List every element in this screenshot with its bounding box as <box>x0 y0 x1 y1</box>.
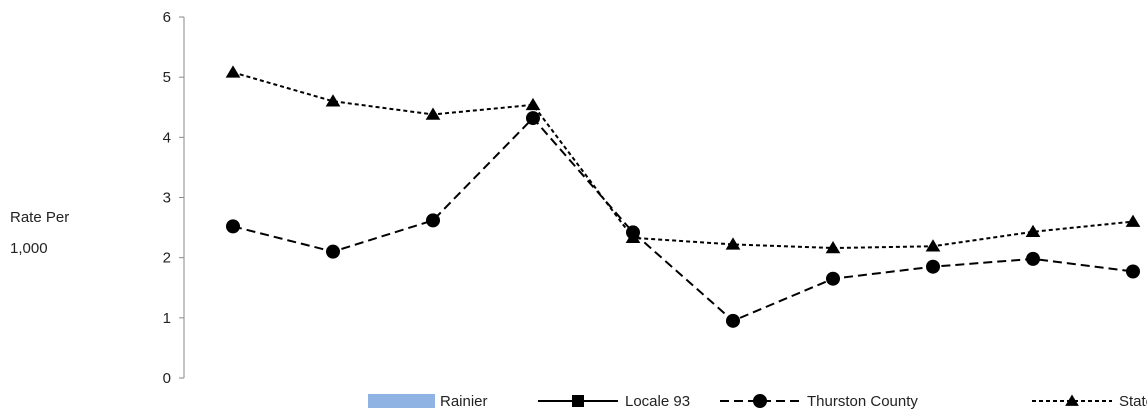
series-line <box>232 71 1134 250</box>
data-point-circle <box>826 271 840 286</box>
data-point-triangle <box>525 97 541 111</box>
y-tick-label: 0 <box>163 370 171 387</box>
y-axis-title: Rate Per 1,000 <box>10 209 69 257</box>
legend-marker-square <box>572 395 584 407</box>
y-tick-label: 5 <box>163 69 171 86</box>
data-point-triangle <box>1025 224 1041 238</box>
legend: Rainier Locale 93 Thurston County State <box>368 393 1147 410</box>
legend-label: Thurston County <box>807 393 918 410</box>
data-point-circle <box>226 219 240 234</box>
legend-item: State <box>1032 393 1147 410</box>
y-tick-label: 2 <box>163 250 171 267</box>
legend-label: Rainier <box>440 393 488 410</box>
data-point-circle <box>726 313 740 328</box>
legend-label: Locale 93 <box>625 393 690 410</box>
data-point-circle <box>1026 251 1040 266</box>
series-thurston-county <box>226 111 1140 328</box>
data-point-circle <box>326 244 340 259</box>
plot-area <box>225 65 1141 328</box>
legend-item: Thurston County <box>720 393 918 410</box>
y-tick-label: 1 <box>163 310 171 327</box>
legend-marker-circle <box>753 394 767 408</box>
data-point-circle <box>426 213 440 228</box>
y-tick-label: 6 <box>163 9 171 26</box>
y-axis-ticks: 0 1 2 3 4 5 6 <box>163 9 184 387</box>
data-point-triangle <box>725 237 741 250</box>
legend-swatch <box>368 394 435 408</box>
legend-label: State <box>1119 393 1147 410</box>
data-point-circle <box>1126 264 1140 279</box>
data-point-triangle <box>925 239 941 252</box>
data-point-triangle <box>225 65 241 78</box>
y-tick-label: 4 <box>163 129 171 146</box>
series-line <box>232 116 1134 323</box>
y-tick-label: 3 <box>163 190 171 207</box>
data-point-triangle <box>625 230 641 244</box>
data-point-triangle <box>1125 214 1141 227</box>
data-point-triangle <box>425 107 441 120</box>
series-state <box>225 65 1141 254</box>
legend-item: Rainier <box>368 393 488 410</box>
legend-item: Locale 93 <box>538 393 690 410</box>
data-point-circle <box>526 111 540 126</box>
y-axis-title-line-1: Rate Per <box>10 209 69 226</box>
data-point-triangle <box>325 94 341 107</box>
data-point-circle <box>926 259 940 274</box>
legend-marker-triangle <box>1065 394 1079 406</box>
y-axis-title-line-2: 1,000 <box>10 240 48 257</box>
data-point-triangle <box>825 241 841 254</box>
